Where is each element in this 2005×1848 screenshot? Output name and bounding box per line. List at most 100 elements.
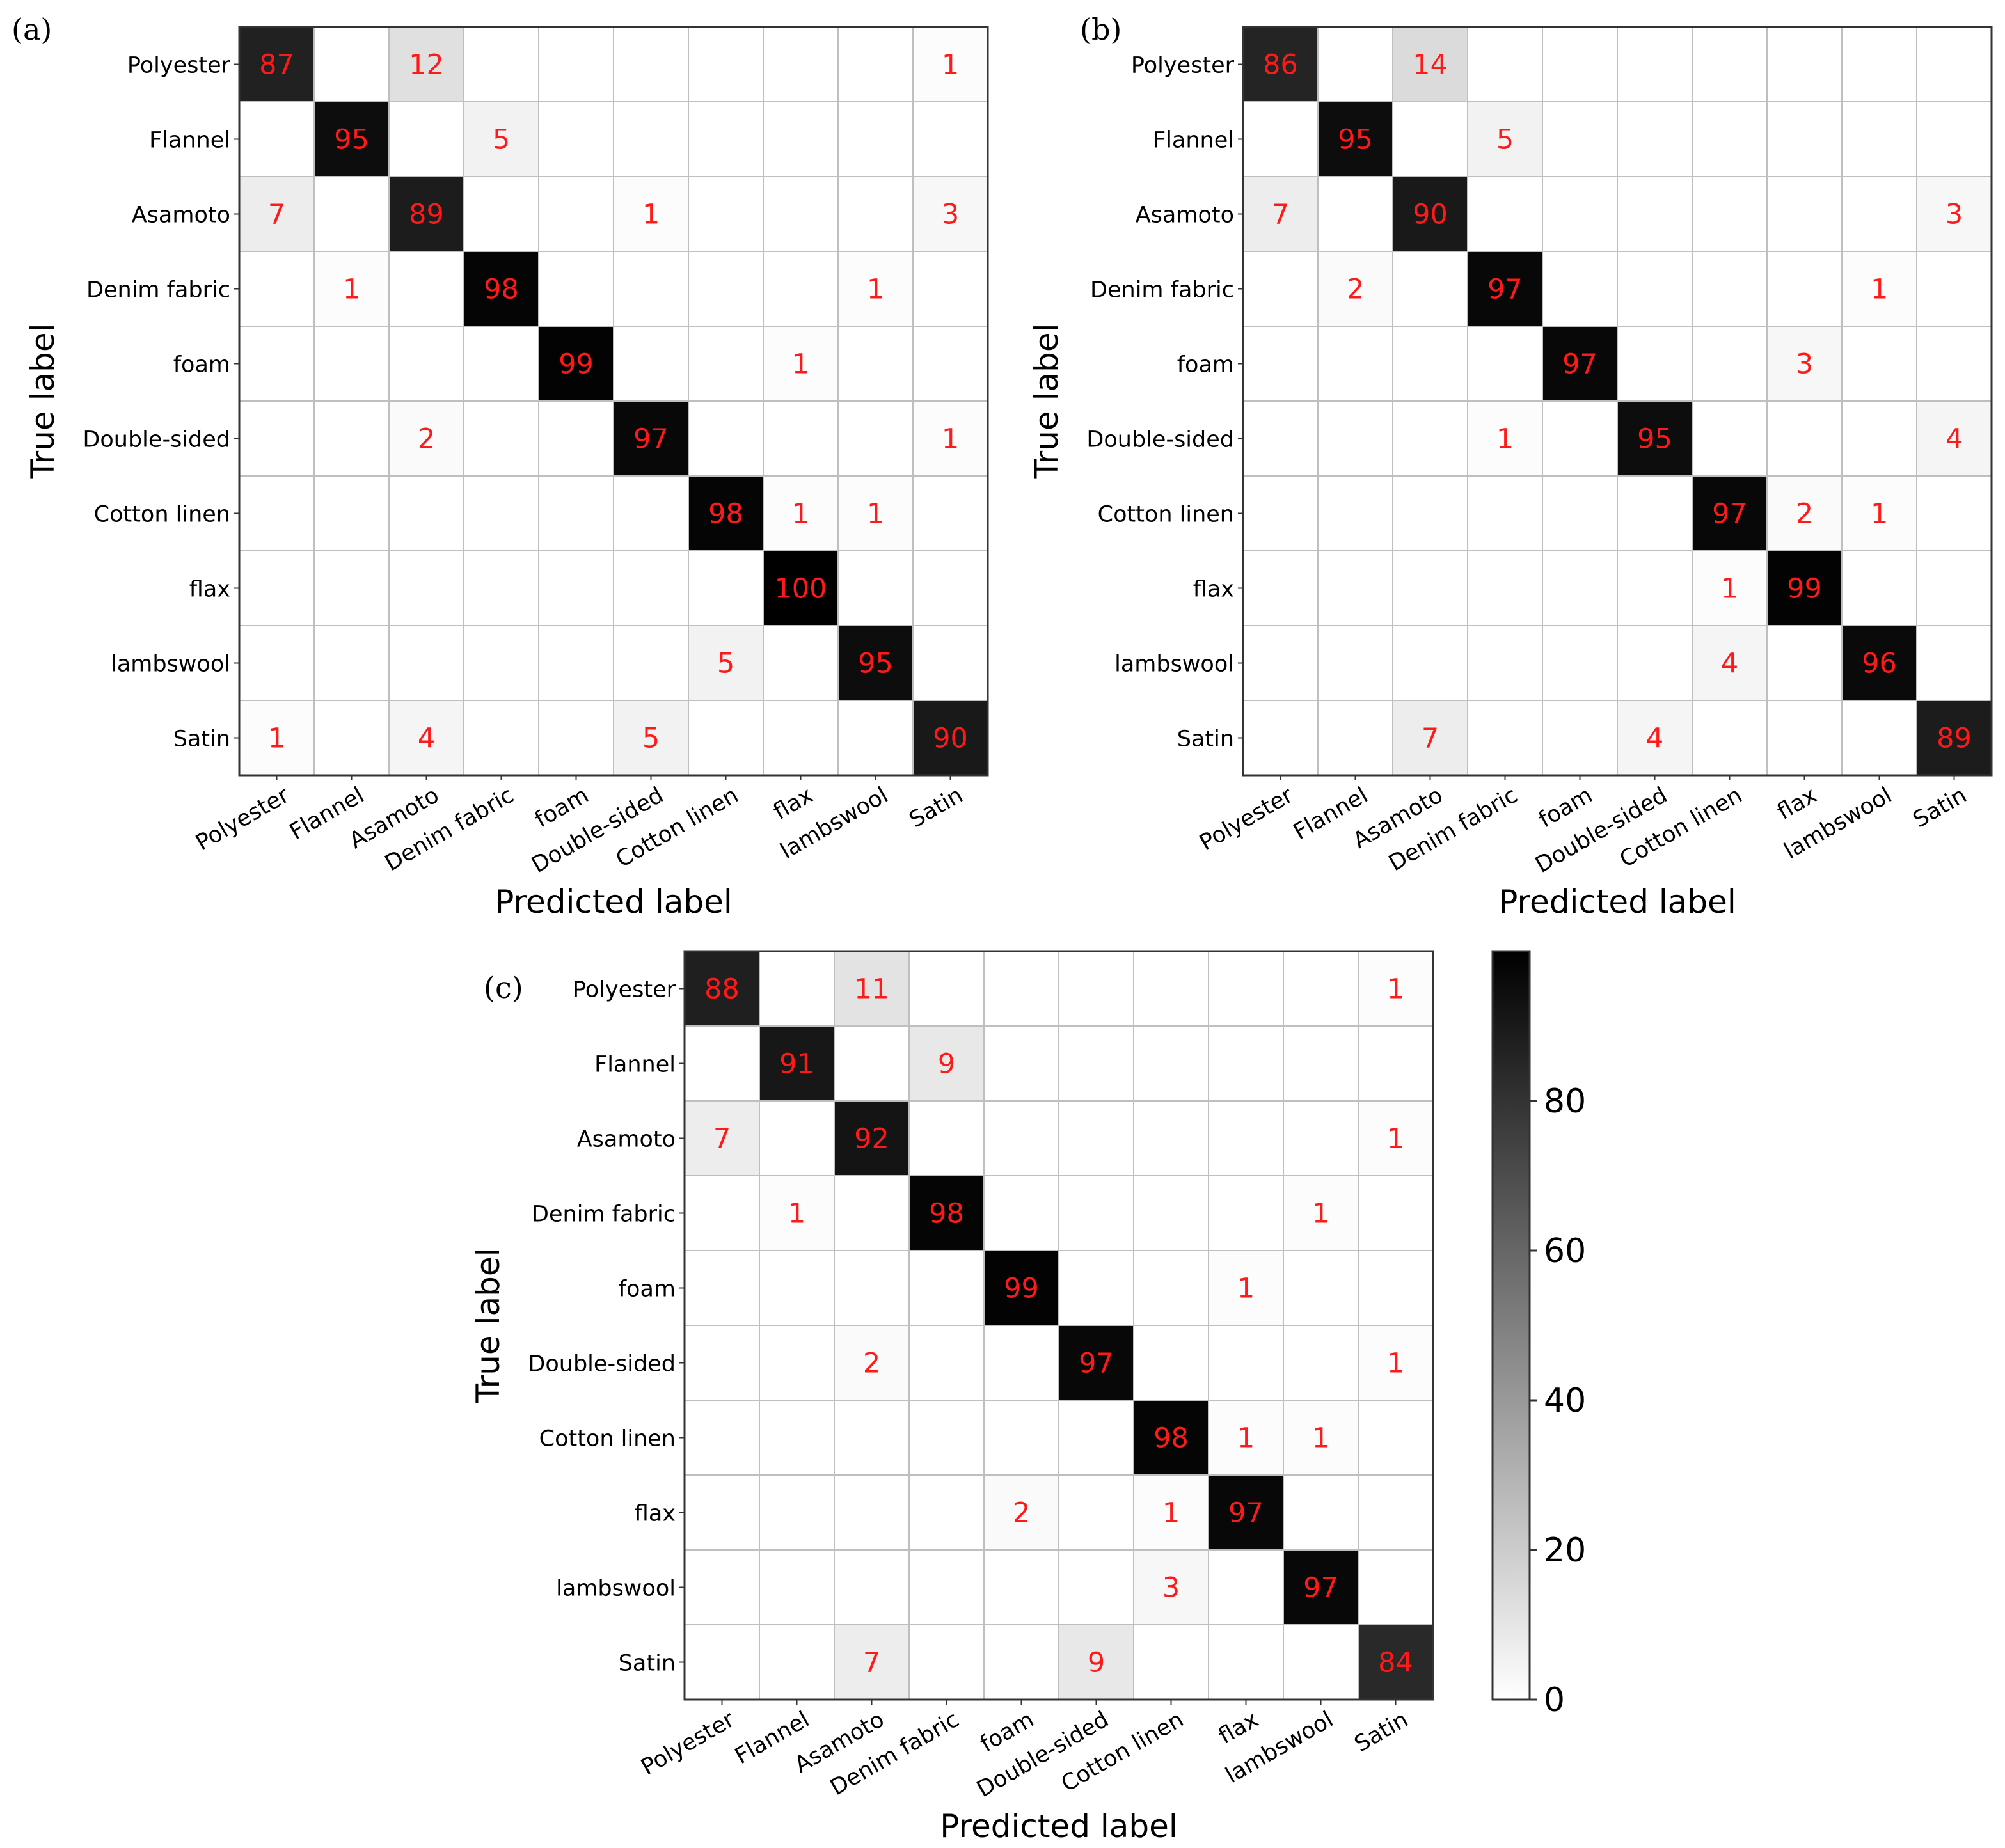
matrix-cell (1392, 251, 1468, 327)
matrix-cell (759, 1025, 835, 1102)
matrix-cell (759, 1474, 835, 1551)
matrix-cell (1692, 251, 1768, 327)
matrix-cell (1392, 26, 1468, 102)
matrix-cell (1317, 625, 1393, 701)
matrix-cell (1242, 400, 1319, 477)
matrix-cell (834, 1175, 910, 1251)
matrix-cell (613, 475, 689, 551)
matrix-cell (1766, 700, 1843, 776)
cell-value-label: 1 (942, 49, 959, 81)
matrix-cell (313, 326, 390, 402)
cell-value-label: 4 (1721, 648, 1738, 680)
matrix-cell (759, 1325, 835, 1401)
matrix-cell (688, 26, 764, 102)
matrix-cell (1617, 475, 1693, 551)
matrix-cell (313, 700, 390, 776)
matrix-cell (463, 400, 539, 477)
matrix-cell (463, 700, 539, 776)
matrix-cell (1467, 251, 1543, 327)
matrix-cell (763, 475, 839, 551)
cell-value-label: 1 (343, 274, 360, 306)
matrix-cell (908, 1549, 985, 1625)
cell-value-label: 7 (1422, 723, 1439, 755)
matrix-cell (1692, 26, 1768, 102)
y-tick-label: Flannel (594, 1052, 676, 1078)
matrix-cell (463, 176, 539, 252)
matrix-cell (1692, 326, 1768, 402)
y-tick-label: foam (173, 352, 230, 378)
y-tick-label: Polyester (1131, 53, 1235, 79)
y-axis-title: True label (24, 323, 61, 479)
matrix-cell (613, 400, 689, 477)
cell-value-label: 9 (1088, 1647, 1105, 1679)
matrix-cell (834, 1325, 910, 1401)
cell-value-label: 2 (863, 1348, 880, 1380)
cell-value-label: 2 (1013, 1497, 1030, 1529)
cell-value-label: 92 (854, 1123, 889, 1155)
cell-value-label: 1 (1871, 498, 1888, 530)
colorbar: 0 20 40 60 80 (1491, 950, 1586, 1719)
matrix-cell (1617, 101, 1693, 177)
cell-value-label: 1 (1387, 1348, 1404, 1380)
matrix-cell (1317, 700, 1393, 776)
matrix-cell (1617, 176, 1693, 252)
matrix-cell (613, 550, 689, 626)
matrix-cell (1542, 625, 1618, 701)
cell-value-label: 97 (1303, 1572, 1338, 1604)
matrix-frame (683, 950, 1434, 1701)
matrix-cell (1766, 176, 1843, 252)
matrix-cell (1392, 550, 1468, 626)
x-axis-title: Predicted label (495, 883, 733, 920)
matrix-cell (763, 625, 839, 701)
matrix-cell (1692, 101, 1768, 177)
cell-value-label: 97 (1712, 498, 1747, 530)
matrix-cell (1133, 1400, 1209, 1476)
cell-value-label: 7 (1272, 199, 1289, 231)
matrix-cell (834, 1474, 910, 1551)
matrix-cell (1358, 1400, 1434, 1476)
matrix-cell (1133, 1100, 1209, 1176)
matrix-cell (1692, 700, 1768, 776)
cell-value-label: 1 (1312, 1423, 1329, 1455)
y-tick-label: Cotton linen (94, 502, 230, 528)
colorbar-bar (1491, 950, 1531, 1701)
cell-value-label: 95 (1637, 423, 1672, 455)
matrix-cell (834, 1400, 910, 1476)
matrix-cell (1766, 550, 1843, 626)
matrix-cell (1841, 326, 1917, 402)
y-axis-title: True label (470, 1247, 507, 1403)
matrix-cell (983, 1250, 1059, 1326)
matrix-cell (1392, 625, 1468, 701)
matrix-cell (1358, 1549, 1434, 1625)
matrix-cell (463, 625, 539, 701)
cell-value-label: 96 (1862, 648, 1897, 680)
matrix-cell (1617, 251, 1693, 327)
matrix-cell (834, 1025, 910, 1102)
matrix-cell (1692, 625, 1768, 701)
matrix-cell (763, 700, 839, 776)
matrix-cell (1916, 400, 1992, 477)
matrix-cell (908, 1175, 985, 1251)
y-tick-label: Satin (173, 727, 230, 752)
matrix-cell (463, 550, 539, 626)
matrix-cell (837, 251, 914, 327)
matrix-cell (1692, 475, 1768, 551)
matrix-cell (834, 1250, 910, 1326)
matrix-cell (1467, 700, 1543, 776)
matrix-cell (983, 1100, 1059, 1176)
matrix-cell (313, 176, 390, 252)
matrix-cell (912, 176, 988, 252)
cell-value-label: 1 (1237, 1273, 1255, 1305)
matrix-cell (1058, 1474, 1134, 1551)
matrix-cell (613, 101, 689, 177)
matrix-cell (983, 1400, 1059, 1476)
confusion-matrix-panel-3: 88 11 191 97 92 11 98 199 12 97 198 1 12 1 973 977 9 84Po… (470, 950, 1434, 1845)
matrix-cell (538, 251, 614, 327)
matrix-cell (1242, 550, 1319, 626)
cell-value-label: 95 (858, 648, 893, 680)
matrix-cell (1617, 326, 1693, 402)
cell-value-label: 3 (1946, 199, 1963, 231)
panel-label: (a) (12, 12, 52, 47)
matrix-cell (1133, 1250, 1209, 1326)
matrix-cell (837, 326, 914, 402)
